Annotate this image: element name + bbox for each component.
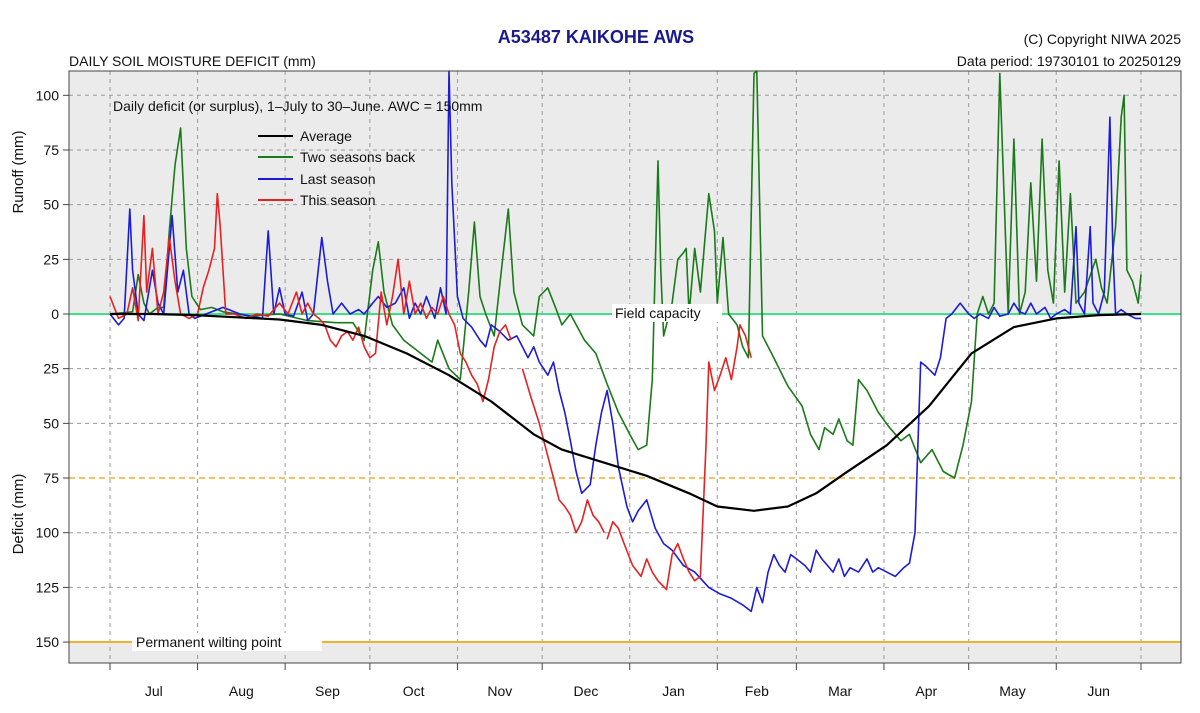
x-axis: Jul Aug Sep Oct Nov Dec Jan Feb Mar Apr May Jun (109, 663, 1142, 699)
series-line-two-seasons-back (109, 70, 1142, 479)
x-tick-label: Mar (828, 683, 852, 699)
series-line-this-season (109, 192, 752, 591)
runoff-region (69, 71, 1181, 314)
x-tick-label: May (999, 683, 1025, 699)
y-tick-label: 100 (36, 525, 60, 541)
chart-subtitle: DAILY SOIL MOISTURE DEFICIT (mm) (69, 53, 316, 69)
data-period-text: Data period: 19730101 to 20250129 (957, 53, 1181, 69)
y-tick-label: 25 (43, 251, 59, 267)
y-tick-label: 125 (36, 579, 60, 595)
wilting-label-bg (132, 633, 322, 651)
x-tick-label: Nov (487, 683, 512, 699)
chart-note: Daily deficit (or surplus), 1–July to 30… (113, 98, 482, 114)
legend-label-last-season: Last season (300, 171, 376, 187)
grid-lines (69, 71, 1181, 663)
x-tick-label: Oct (403, 683, 425, 699)
y-tick-label: 100 (36, 87, 60, 103)
y-tick-label: 75 (43, 142, 59, 158)
x-tick-label: Aug (229, 683, 254, 699)
data-series (109, 70, 1142, 613)
x-tick-label: Dec (574, 683, 599, 699)
legend-label-average: Average (300, 128, 352, 144)
legend-label-this-season: This season (300, 192, 375, 208)
x-tick-label: Apr (915, 683, 937, 699)
y-label-deficit: Deficit (mm) (10, 474, 27, 555)
y-tick-label: 0 (51, 306, 59, 322)
y-tick-label: 150 (36, 634, 60, 650)
y-tick-label: 50 (43, 415, 59, 431)
x-tick-label: Sep (315, 683, 340, 699)
y-label-runoff: Runoff (mm) (10, 130, 27, 213)
below-wilting-region (69, 642, 1181, 663)
field-capacity-label-bg (612, 304, 722, 322)
series-line-average (110, 312, 1142, 512)
wilting-point-label: Permanent wilting point (136, 634, 282, 650)
y-tick-label: 75 (43, 470, 59, 486)
x-tick-label: Jul (145, 683, 163, 699)
x-tick-label: Feb (745, 683, 769, 699)
x-tick-label: Jun (1087, 683, 1110, 699)
legend: Average Two seasons back Last season Thi… (258, 128, 416, 208)
chart-title: A53487 KAIKOHE AWS (498, 27, 694, 47)
copyright-text: (C) Copyright NIWA 2025 (1024, 31, 1182, 47)
x-tick-label: Jan (662, 683, 685, 699)
legend-label-two-seasons: Two seasons back (300, 149, 416, 165)
y-tick-label: 50 (43, 197, 59, 213)
y-axis: 100 75 50 25 0 25 50 75 100 125 150 (36, 87, 69, 650)
y-tick-label: 25 (43, 361, 59, 377)
series-line-last-season (109, 70, 1141, 613)
field-capacity-label: Field capacity (615, 305, 701, 321)
plot-frame (68, 70, 1182, 664)
